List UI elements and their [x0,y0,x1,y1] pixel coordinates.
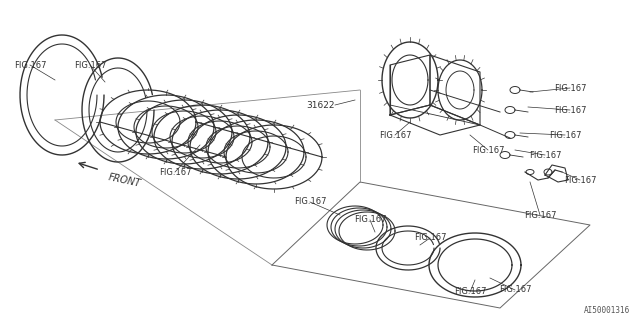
Text: FIG.167: FIG.167 [294,197,326,206]
Text: FIG.167: FIG.167 [564,175,596,185]
Text: AI50001316: AI50001316 [584,306,630,315]
Text: FIG.167: FIG.167 [554,84,586,92]
Text: FIG.167: FIG.167 [454,287,486,297]
Text: FIG.167: FIG.167 [413,234,446,243]
Text: FIG.167: FIG.167 [159,167,191,177]
Text: FIG.167: FIG.167 [554,106,586,115]
Text: FIG.167: FIG.167 [524,211,556,220]
Text: 31622: 31622 [307,100,335,109]
Text: FIG.167: FIG.167 [74,60,106,69]
Text: FIG.167: FIG.167 [379,131,412,140]
Text: FIG.167: FIG.167 [499,285,531,294]
Text: FIG.167: FIG.167 [13,60,46,69]
Text: FIG.167: FIG.167 [529,150,561,159]
Text: FIG.167: FIG.167 [548,131,581,140]
Text: FIG.167: FIG.167 [354,215,387,225]
Text: FRONT: FRONT [107,172,141,189]
Text: FIG.167: FIG.167 [472,146,504,155]
